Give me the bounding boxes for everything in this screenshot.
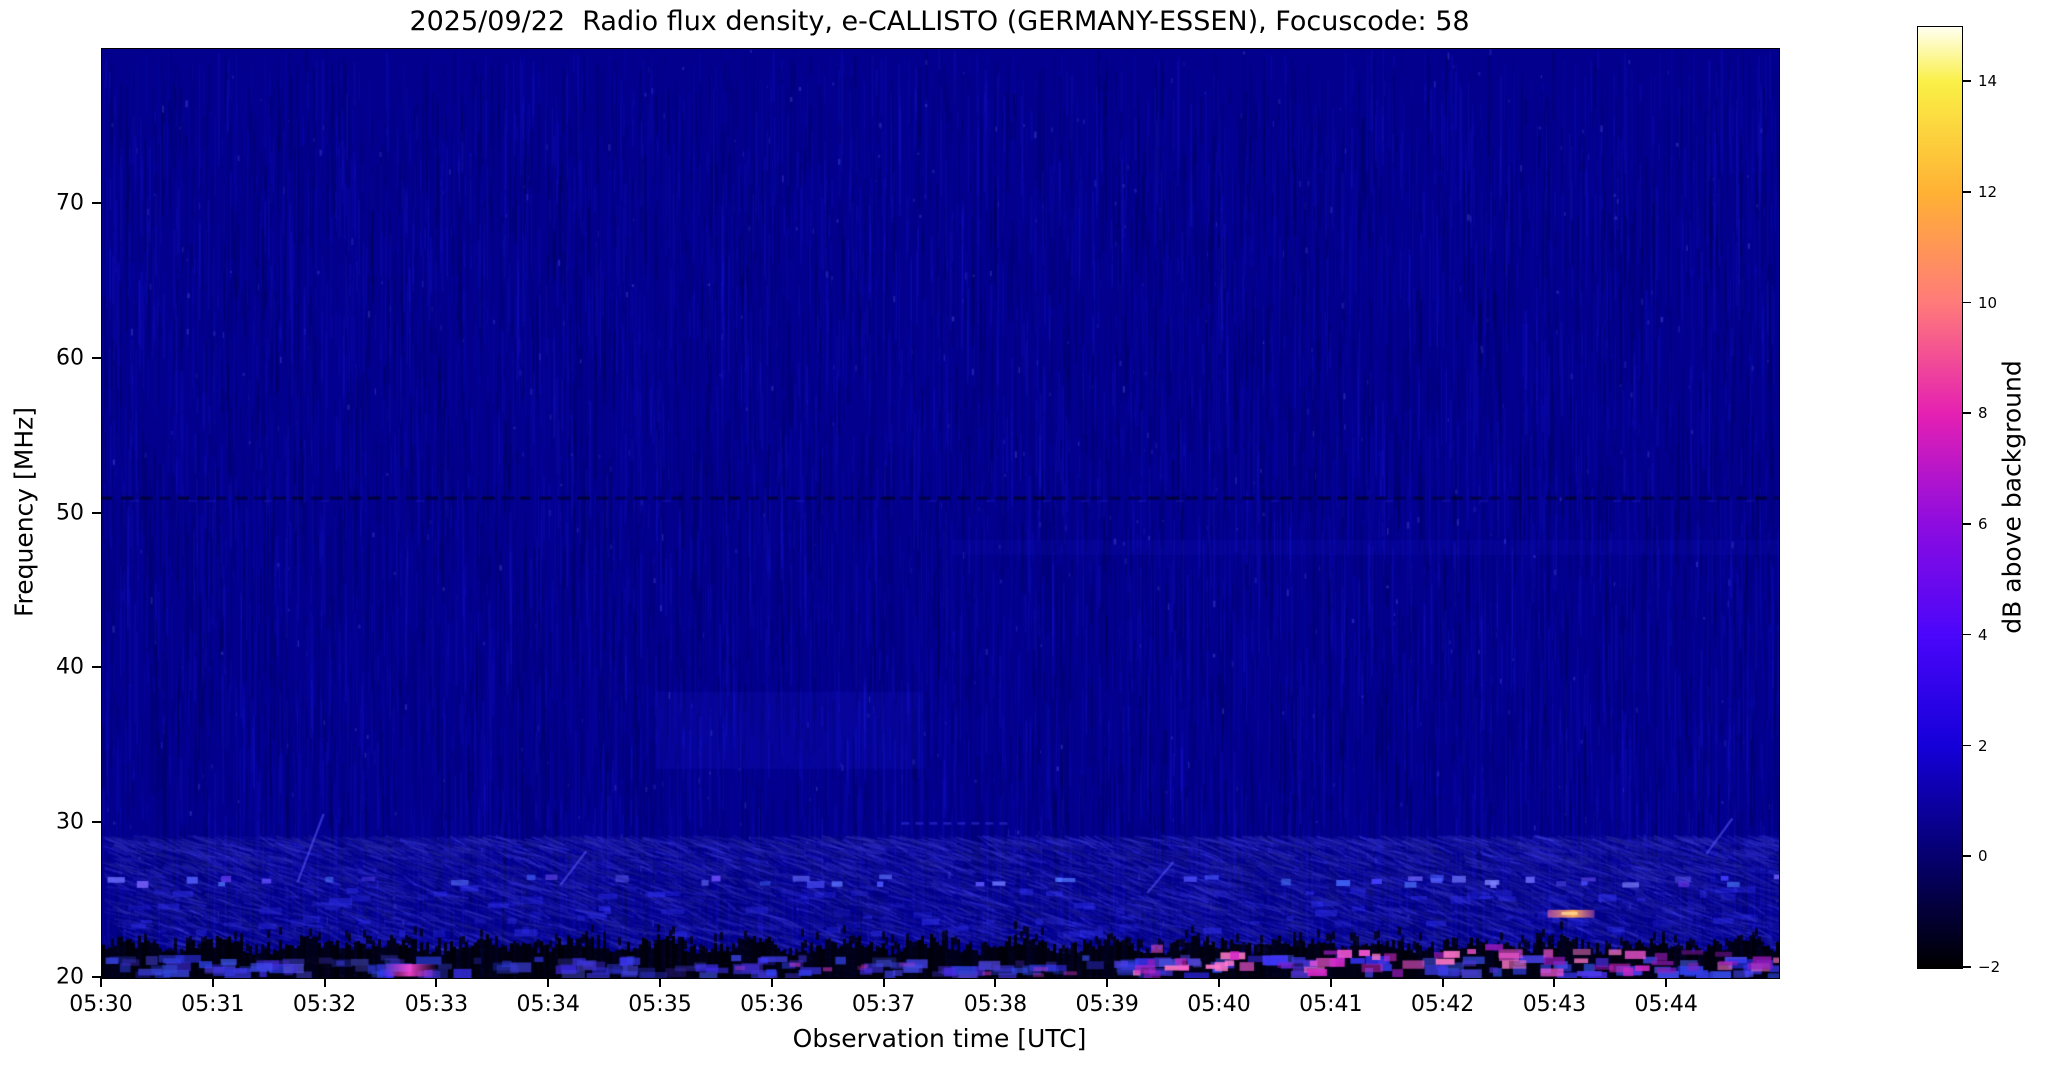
x-tick-label: 05:32 (292, 992, 357, 1017)
x-tick-label: 05:42 (1410, 992, 1475, 1017)
x-tick-mark (882, 978, 885, 987)
colorbar (1917, 26, 1963, 969)
y-tick-mark (92, 356, 101, 359)
colorbar-tick-label: 8 (1978, 404, 1988, 423)
colorbar-tick-label: 10 (1978, 293, 1998, 312)
colorbar-label: dB above background (1997, 360, 2027, 634)
x-tick-label: 05:35 (628, 992, 692, 1017)
colorbar-tick-mark (1963, 966, 1971, 968)
y-tick-mark (92, 511, 101, 514)
x-tick-mark (1218, 978, 1220, 987)
spectrogram-canvas (102, 49, 1779, 978)
colorbar-tick-mark (1963, 523, 1971, 525)
x-tick-mark (1441, 978, 1444, 987)
x-tick-label: 05:36 (740, 992, 804, 1017)
colorbar-tick-label: 12 (1978, 183, 1998, 202)
x-tick-label: 05:39 (1075, 992, 1139, 1017)
colorbar-tick-mark (1963, 301, 1971, 304)
y-tick-label: 60 (56, 345, 84, 371)
x-tick-mark (994, 978, 997, 987)
x-tick-mark (1553, 978, 1556, 987)
colorbar-tick-mark (1963, 80, 1971, 82)
x-tick-mark (100, 978, 102, 987)
colorbar-tick-mark (1963, 191, 1971, 193)
colorbar-tick-label: 0 (1978, 847, 1988, 866)
colorbar-tick-mark (1963, 633, 1971, 636)
y-tick-mark (92, 821, 101, 824)
x-tick-mark (770, 978, 773, 987)
x-tick-label: 05:38 (963, 992, 1028, 1017)
y-tick-mark (92, 201, 101, 204)
x-tick-mark (1106, 978, 1109, 987)
x-tick-mark (547, 978, 550, 987)
y-tick-label: 70 (56, 190, 84, 216)
x-tick-mark (1665, 978, 1668, 987)
y-tick-mark (92, 976, 101, 978)
chart-title: 2025/09/22 Radio flux density, e-CALLIST… (409, 6, 1470, 37)
colorbar-tick-mark (1963, 855, 1971, 857)
x-tick-mark (659, 978, 661, 987)
x-tick-label: 05:30 (69, 992, 133, 1017)
y-tick-label: 30 (56, 809, 84, 835)
y-tick-mark (92, 666, 101, 669)
x-tick-label: 05:40 (1187, 992, 1251, 1017)
y-tick-label: 20 (56, 964, 84, 990)
colorbar-tick-mark (1963, 744, 1971, 747)
x-tick-label: 05:41 (1299, 992, 1363, 1017)
x-tick-label: 05:31 (181, 992, 245, 1017)
x-tick-mark (435, 978, 438, 987)
x-axis-label: Observation time [UTC] (792, 1024, 1087, 1053)
y-tick-label: 40 (56, 654, 84, 680)
y-tick-label: 50 (56, 500, 84, 525)
colorbar-tick-label: 4 (1978, 625, 1988, 644)
x-tick-label: 05:33 (404, 992, 469, 1017)
x-tick-mark (323, 978, 326, 987)
x-tick-mark (1329, 978, 1332, 987)
x-tick-label: 05:44 (1634, 992, 1698, 1017)
colorbar-tick-label: 2 (1978, 736, 1988, 755)
x-tick-mark (211, 978, 214, 987)
x-tick-label: 05:37 (851, 992, 916, 1017)
x-tick-label: 05:34 (516, 992, 580, 1017)
colorbar-tick-label: 6 (1978, 515, 1988, 534)
colorbar-tick-mark (1963, 412, 1971, 415)
plot-area (101, 48, 1780, 979)
colorbar-tick-label: 14 (1978, 72, 1998, 91)
x-tick-label: 05:43 (1522, 992, 1587, 1017)
colorbar-tick-label: −2 (1978, 958, 2001, 976)
